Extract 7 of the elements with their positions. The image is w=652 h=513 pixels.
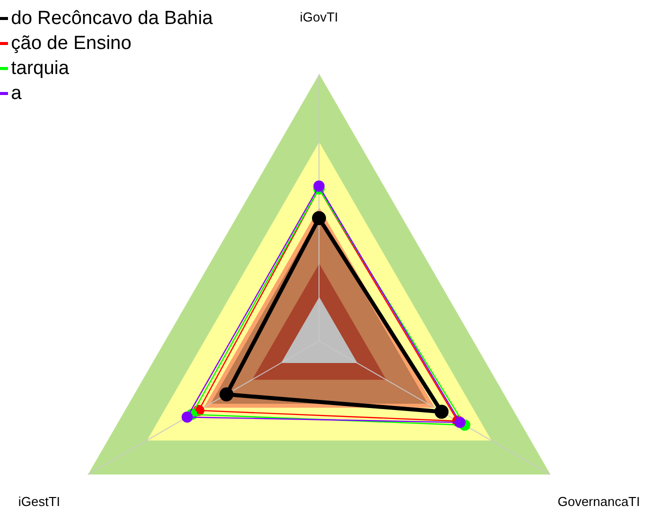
spoke-label: GovernancaTI: [558, 494, 640, 510]
legend-label: a: [11, 82, 22, 106]
legend-label: ção de Ensino: [11, 32, 132, 56]
spoke-label: iGovTI: [300, 10, 338, 25]
spoke-label: iGestTI: [18, 494, 60, 510]
legend-label: tarquia: [11, 57, 70, 81]
legend-label: do Recôncavo da Bahia: [11, 7, 213, 31]
